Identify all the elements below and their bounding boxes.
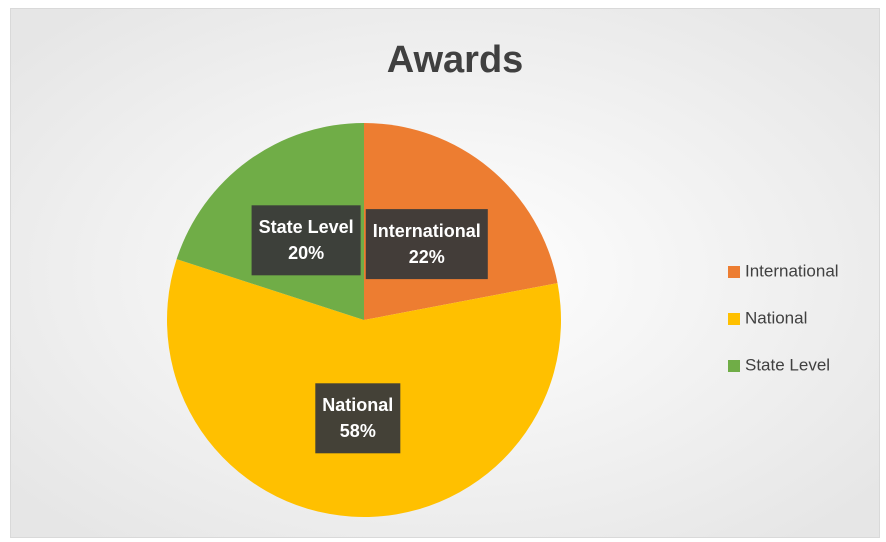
data-label-value: 58%: [340, 421, 376, 441]
data-label-box: [365, 209, 488, 280]
legend-swatch: [728, 266, 740, 278]
data-label: National 58%: [315, 383, 401, 454]
data-label: State Level 20%: [251, 205, 361, 276]
legend-text: State Level: [745, 355, 830, 374]
chart-title: Awards: [387, 39, 524, 81]
data-label-category: International: [373, 221, 481, 241]
data-label: International 22%: [365, 209, 488, 280]
legend-text: National: [745, 308, 807, 327]
data-label-box: [251, 205, 361, 276]
legend-swatch: [728, 313, 740, 325]
legend-swatch: [728, 360, 740, 372]
data-label-value: 22%: [409, 247, 445, 267]
data-label-category: State Level: [259, 217, 354, 237]
legend-text: International: [745, 261, 839, 280]
data-label-box: [315, 383, 401, 454]
data-label-value: 20%: [288, 243, 324, 263]
data-label-category: National: [322, 395, 393, 415]
